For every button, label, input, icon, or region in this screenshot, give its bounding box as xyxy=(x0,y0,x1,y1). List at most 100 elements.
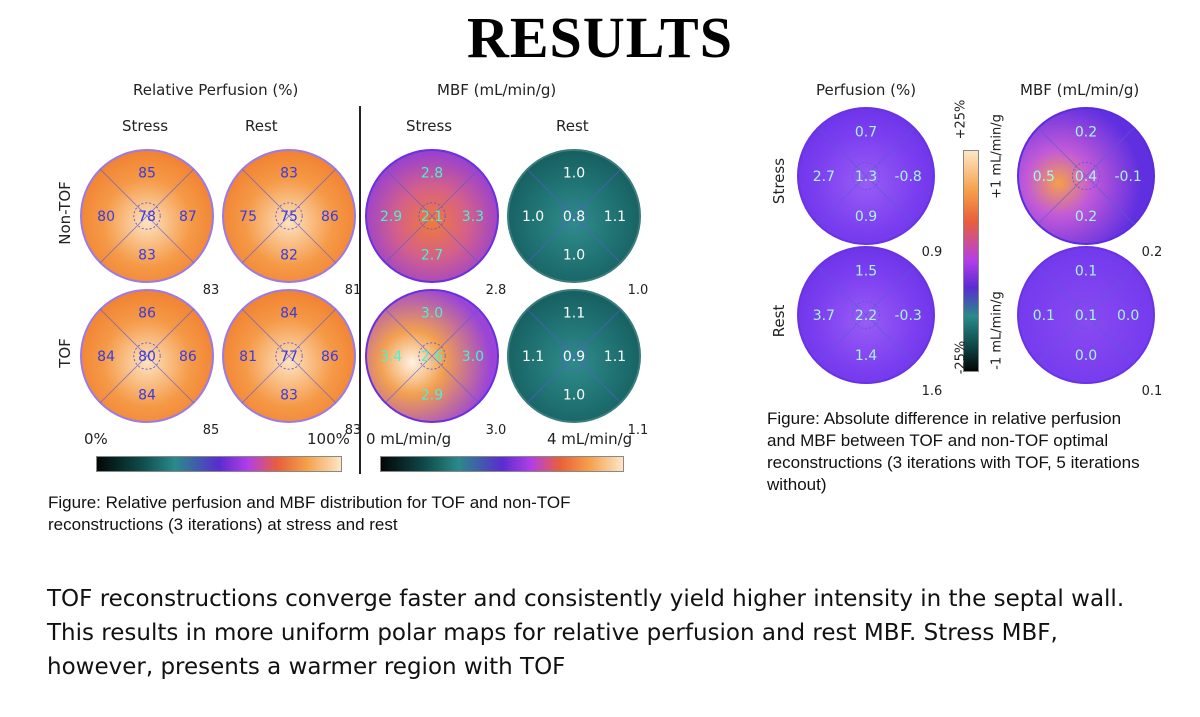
polar-value-center: 2.2 xyxy=(855,308,877,324)
polar-value-left: 3.4 xyxy=(380,349,402,365)
apex-ring xyxy=(275,202,303,230)
segment-line xyxy=(100,309,194,403)
polar-value-bottom: 2.7 xyxy=(421,248,443,264)
apex-ring xyxy=(851,300,881,330)
polar-map: 2.8 2.9 2.1 3.3 2.7 2.8 xyxy=(365,149,507,298)
polar-value-center: 77 xyxy=(280,349,298,365)
polar-global-value: 2.8 xyxy=(486,283,507,298)
polar-value-right: -0.3 xyxy=(894,308,921,324)
polar-value-bottom: 82 xyxy=(280,248,298,264)
polar-value-bottom: 84 xyxy=(138,388,156,404)
polar-value-top: 1.5 xyxy=(855,264,877,280)
polar-value-left: 0.1 xyxy=(1033,308,1055,324)
segment-line xyxy=(242,309,336,403)
polar-global-value: 1.0 xyxy=(628,283,649,298)
page-title: RESULTS xyxy=(466,5,734,70)
polar-value-top: 0.1 xyxy=(1075,264,1097,280)
polar-global-value: 0.9 xyxy=(922,245,943,260)
summary-text: TOF reconstructions converge faster and … xyxy=(47,586,1125,680)
apex-ring xyxy=(418,342,446,370)
cbar-rel-min: 0% xyxy=(84,430,108,448)
polar-global-value: 1.6 xyxy=(922,384,943,399)
polar-map: 1.1 1.1 0.9 1.1 1.0 1.1 xyxy=(507,289,648,438)
polar-value-center: 75 xyxy=(280,209,298,225)
apex-ring xyxy=(1071,300,1101,330)
polar-value-bottom: 83 xyxy=(280,388,298,404)
polar-value-bottom: 0.0 xyxy=(1075,348,1097,364)
apex-ring xyxy=(418,202,446,230)
left-figure-caption: Figure: Relative perfusion and MBF distr… xyxy=(48,493,571,534)
polar-value-bottom: 1.4 xyxy=(855,348,877,364)
segment-line xyxy=(527,309,621,403)
polar-global-value: 83 xyxy=(203,283,220,298)
polar-value-top: 83 xyxy=(280,166,298,182)
segment-line xyxy=(100,169,194,263)
apex-ring xyxy=(560,342,588,370)
polar-value-center: 78 xyxy=(138,209,156,225)
col-stress-perf: Stress xyxy=(122,117,169,135)
polar-value-left: 2.9 xyxy=(380,209,402,225)
polar-value-left: 1.1 xyxy=(522,349,544,365)
perfusion-header-right: Perfusion (%) xyxy=(816,81,917,99)
difference-colorbar xyxy=(963,150,979,372)
polar-map: 1.0 1.0 0.8 1.1 1.0 1.0 xyxy=(507,149,649,298)
polar-value-right: 86 xyxy=(321,209,339,225)
polar-value-right: 1.1 xyxy=(604,349,626,365)
polar-value-top: 0.2 xyxy=(1075,125,1097,141)
polar-value-center: 0.1 xyxy=(1075,308,1097,324)
polar-global-value: 0.1 xyxy=(1142,384,1163,399)
polar-map: 86 84 80 86 84 85 xyxy=(80,289,219,438)
apex-ring xyxy=(560,202,588,230)
polar-value-bottom: 0.2 xyxy=(1075,209,1097,225)
polar-value-left: 3.7 xyxy=(813,308,835,324)
polar-value-bottom: 1.0 xyxy=(563,248,585,264)
polar-value-right: -0.8 xyxy=(894,169,921,185)
polar-value-top: 85 xyxy=(138,166,156,182)
polar-value-left: 75 xyxy=(239,209,257,225)
apex-ring xyxy=(275,342,303,370)
col-rest-mbf: Rest xyxy=(556,117,589,135)
apex-ring xyxy=(133,202,161,230)
polar-map: 84 81 77 86 83 83 xyxy=(222,289,362,438)
polar-value-right: 86 xyxy=(321,349,339,365)
segment-line xyxy=(817,266,915,364)
right-figure-caption: Figure: Absolute difference in relative … xyxy=(767,409,1140,494)
col-rest-perf: Rest xyxy=(245,117,278,135)
polar-value-center: 0.4 xyxy=(1075,169,1097,185)
cbar-mbf-min: 0 mL/min/g xyxy=(366,430,452,448)
polar-value-center: 0.9 xyxy=(563,349,585,365)
polar-map: 0.1 0.1 0.1 0.0 0.0 0.1 xyxy=(1017,246,1163,399)
polar-value-left: 81 xyxy=(239,349,257,365)
polar-value-right: 1.1 xyxy=(604,209,626,225)
polar-value-right: 86 xyxy=(179,349,197,365)
col-stress-mbf: Stress xyxy=(406,117,453,135)
polar-global-value: 83 xyxy=(345,423,362,438)
polar-value-top: 2.8 xyxy=(421,166,443,182)
polar-map: 0.2 0.5 0.4 -0.1 0.2 0.2 xyxy=(1017,107,1163,260)
cbar-mbf-max: 4 mL/min/g xyxy=(547,430,633,448)
polar-map: 85 80 78 87 83 83 xyxy=(80,149,220,298)
cbar-rel-max: 100% xyxy=(307,430,350,448)
polar-global-value: 81 xyxy=(345,283,362,298)
polar-value-left: 84 xyxy=(97,349,115,365)
figure-divider xyxy=(359,106,361,474)
polar-value-right: -0.1 xyxy=(1114,169,1141,185)
polar-value-top: 0.7 xyxy=(855,125,877,141)
polar-value-left: 2.7 xyxy=(813,169,835,185)
polar-value-left: 80 xyxy=(97,209,115,225)
mbf-colorbar xyxy=(380,456,624,472)
polar-value-top: 1.1 xyxy=(563,306,585,322)
apex-ring xyxy=(133,342,161,370)
polar-value-top: 1.0 xyxy=(563,166,585,182)
polar-global-value: 3.0 xyxy=(486,423,507,438)
segment-line xyxy=(1037,127,1135,225)
polar-global-value: 0.2 xyxy=(1142,245,1163,260)
polar-map: 1.5 3.7 2.2 -0.3 1.4 1.6 xyxy=(797,246,943,399)
polar-value-right: 0.0 xyxy=(1117,308,1139,324)
polar-value-bottom: 1.0 xyxy=(563,388,585,404)
polar-value-right: 87 xyxy=(179,209,197,225)
polar-value-center: 2.1 xyxy=(421,209,443,225)
polar-value-center: 0.8 xyxy=(563,209,585,225)
segment-line xyxy=(817,127,915,225)
polar-value-bottom: 0.9 xyxy=(855,209,877,225)
